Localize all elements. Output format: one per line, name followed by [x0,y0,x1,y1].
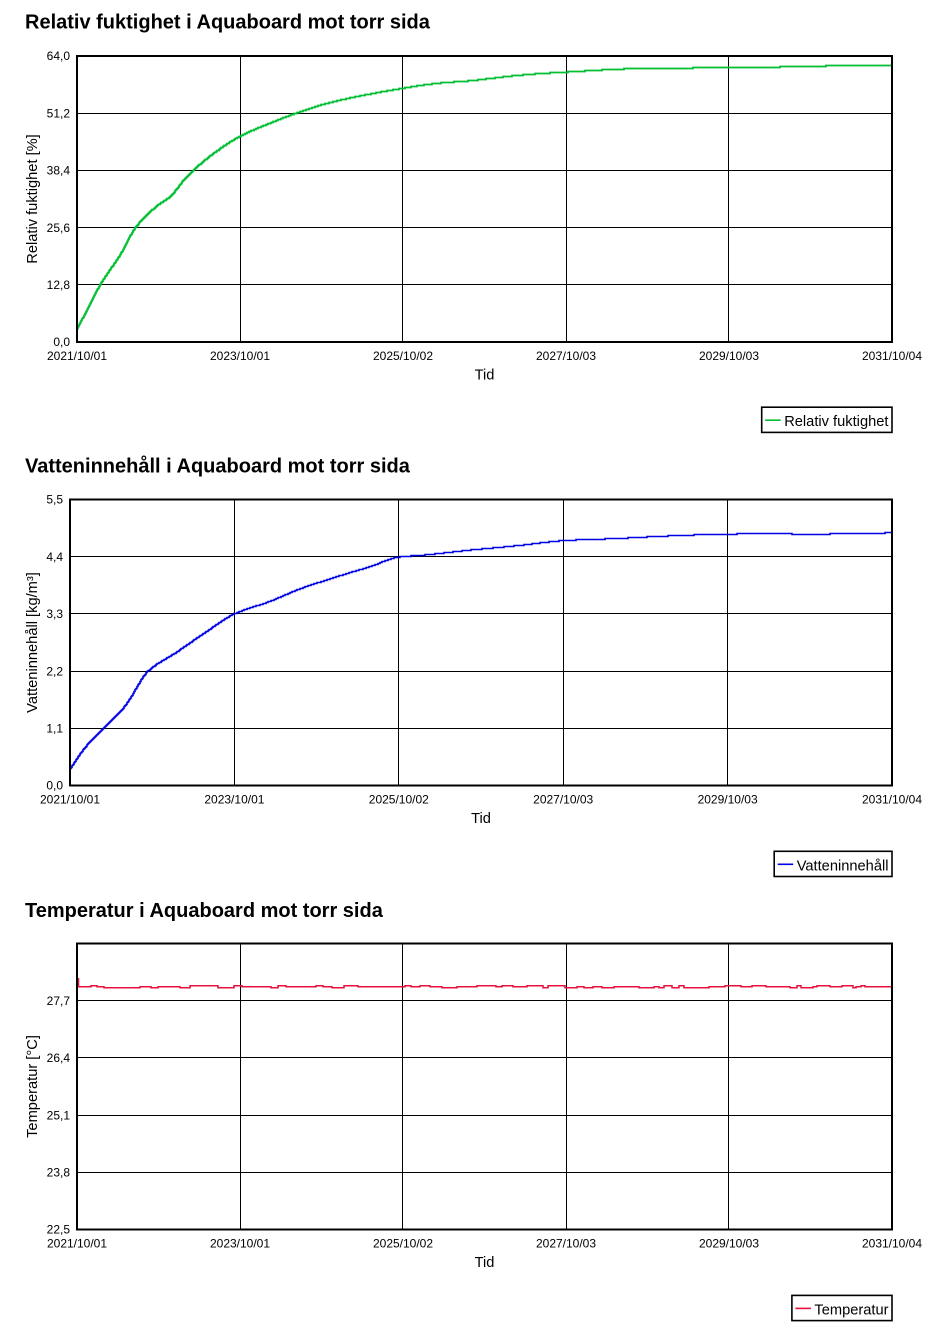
svg-text:2027/10/03: 2027/10/03 [533,792,593,806]
svg-text:2021/10/01: 2021/10/01 [40,792,100,806]
svg-text:2,2: 2,2 [46,664,63,678]
svg-text:0,0: 0,0 [46,779,63,793]
svg-text:Tid: Tid [475,367,495,383]
svg-text:2023/10/01: 2023/10/01 [204,792,264,806]
svg-text:Vatteninnehåll: Vatteninnehåll [797,858,889,874]
svg-text:2023/10/01: 2023/10/01 [210,349,270,363]
svg-text:2021/10/01: 2021/10/01 [47,1236,107,1250]
svg-text:Relativ fuktighet i Aquaboard: Relativ fuktighet i Aquaboard mot torr s… [25,12,431,34]
svg-text:2025/10/02: 2025/10/02 [373,1236,433,1250]
svg-text:2029/10/03: 2029/10/03 [699,349,759,363]
svg-text:2023/10/01: 2023/10/01 [210,1236,270,1250]
svg-text:2025/10/02: 2025/10/02 [373,349,433,363]
svg-text:2031/10/04: 2031/10/04 [862,349,922,363]
svg-text:38,4: 38,4 [47,164,71,178]
svg-text:25,6: 25,6 [47,221,71,235]
svg-text:2029/10/03: 2029/10/03 [698,792,758,806]
svg-text:2021/10/01: 2021/10/01 [47,349,107,363]
svg-text:Temperatur: Temperatur [814,1302,888,1318]
svg-text:64,0: 64,0 [47,49,71,63]
svg-text:4,4: 4,4 [46,550,63,564]
svg-text:Tid: Tid [471,811,491,827]
svg-text:23,8: 23,8 [47,1166,71,1180]
svg-text:0,0: 0,0 [53,335,70,349]
svg-text:2025/10/02: 2025/10/02 [369,792,429,806]
svg-text:2027/10/03: 2027/10/03 [536,1236,596,1250]
svg-text:2029/10/03: 2029/10/03 [699,1236,759,1250]
svg-text:Relativ fuktighet [%]: Relativ fuktighet [%] [25,134,41,264]
svg-text:25,1: 25,1 [47,1108,71,1122]
svg-text:1,1: 1,1 [46,722,63,736]
svg-text:Vatteninnehåll [kg/m³]: Vatteninnehåll [kg/m³] [25,572,41,713]
svg-text:Temperatur [°C]: Temperatur [°C] [25,1035,41,1138]
svg-text:51,2: 51,2 [47,106,71,120]
svg-text:2031/10/04: 2031/10/04 [862,1236,922,1250]
svg-text:22,5: 22,5 [47,1223,71,1237]
svg-text:12,8: 12,8 [47,278,71,292]
svg-text:Vatteninnehåll i Aquaboard mot: Vatteninnehåll i Aquaboard mot torr sida [25,454,411,477]
svg-text:Tid: Tid [475,1255,495,1271]
svg-text:3,3: 3,3 [46,607,63,621]
svg-text:Relativ fuktighet: Relativ fuktighet [784,414,888,430]
svg-text:26,4: 26,4 [47,1051,71,1065]
svg-text:Temperatur i Aquaboard mot tor: Temperatur i Aquaboard mot torr sida [25,900,384,922]
svg-text:2031/10/04: 2031/10/04 [862,792,922,806]
svg-text:2027/10/03: 2027/10/03 [536,349,596,363]
svg-text:27,7: 27,7 [47,994,71,1008]
svg-text:5,5: 5,5 [46,493,63,507]
